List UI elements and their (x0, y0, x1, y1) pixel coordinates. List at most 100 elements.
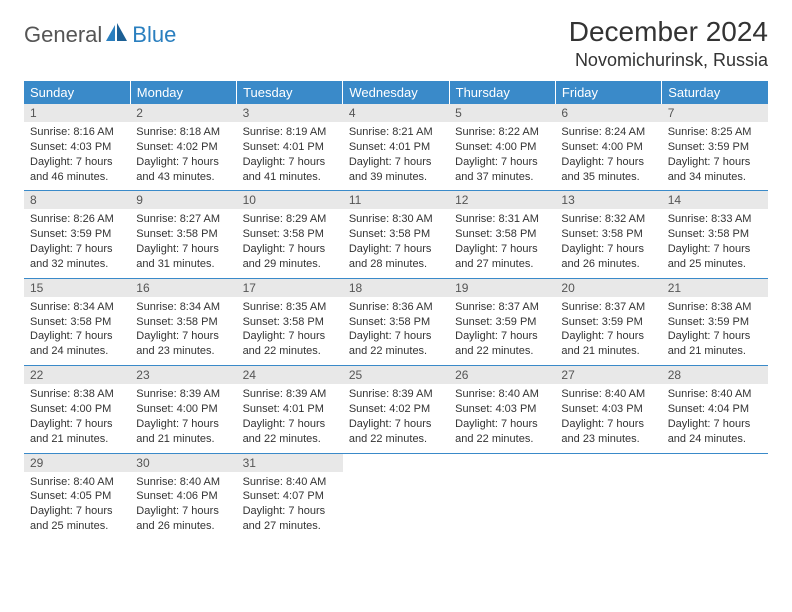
sunset-text: Sunset: 3:58 PM (30, 315, 124, 330)
calendar-week-row: 1Sunrise: 8:16 AMSunset: 4:03 PMDaylight… (24, 104, 768, 191)
sunset-text: Sunset: 4:03 PM (561, 402, 655, 417)
sunset-text: Sunset: 4:01 PM (243, 140, 337, 155)
day-number: 27 (555, 366, 661, 384)
daylight-text: Daylight: 7 hours and 39 minutes. (349, 155, 443, 185)
sunrise-text: Sunrise: 8:40 AM (243, 475, 337, 490)
sunrise-text: Sunrise: 8:26 AM (30, 212, 124, 227)
sunset-text: Sunset: 4:03 PM (30, 140, 124, 155)
sunset-text: Sunset: 4:01 PM (349, 140, 443, 155)
calendar-day-cell: 13 Sunrise: 8:32 AMSunset: 3:58 PMDayligh… (555, 191, 661, 278)
daylight-text: Daylight: 7 hours and 28 minutes. (349, 242, 443, 272)
weekday-header: Friday (555, 81, 661, 104)
sunset-text: Sunset: 3:58 PM (243, 227, 337, 242)
calendar-day-cell: 7Sunrise: 8:25 AMSunset: 3:59 PMDaylight… (662, 104, 768, 191)
title-block: December 2024 Novomichurinsk, Russia (569, 16, 768, 71)
weekday-header: Wednesday (343, 81, 449, 104)
sunset-text: Sunset: 4:00 PM (455, 140, 549, 155)
sunset-text: Sunset: 4:06 PM (136, 489, 230, 504)
sunrise-text: Sunrise: 8:21 AM (349, 125, 443, 140)
sunset-text: Sunset: 4:03 PM (455, 402, 549, 417)
daylight-text: Daylight: 7 hours and 26 minutes. (136, 504, 230, 534)
calendar-day-cell (449, 453, 555, 540)
calendar-day-cell: 3Sunrise: 8:19 AMSunset: 4:01 PMDaylight… (237, 104, 343, 191)
sunrise-text: Sunrise: 8:34 AM (136, 300, 230, 315)
sunrise-text: Sunrise: 8:16 AM (30, 125, 124, 140)
day-info: Sunrise: 8:22 AMSunset: 4:00 PMDaylight:… (455, 125, 549, 184)
sunset-text: Sunset: 4:02 PM (136, 140, 230, 155)
calendar-day-cell: 6Sunrise: 8:24 AMSunset: 4:00 PMDaylight… (555, 104, 661, 191)
sunset-text: Sunset: 4:02 PM (349, 402, 443, 417)
daylight-text: Daylight: 7 hours and 41 minutes. (243, 155, 337, 185)
day-number: 24 (237, 366, 343, 384)
day-number: 4 (343, 104, 449, 122)
day-info: Sunrise: 8:39 AMSunset: 4:02 PMDaylight:… (349, 387, 443, 446)
sunrise-text: Sunrise: 8:34 AM (30, 300, 124, 315)
daylight-text: Daylight: 7 hours and 21 minutes. (30, 417, 124, 447)
sunrise-text: Sunrise: 8:37 AM (561, 300, 655, 315)
day-info: Sunrise: 8:19 AMSunset: 4:01 PMDaylight:… (243, 125, 337, 184)
daylight-text: Daylight: 7 hours and 34 minutes. (668, 155, 762, 185)
day-number: 8 (24, 191, 130, 209)
calendar-day-cell: 21Sunrise: 8:38 AMSunset: 3:59 PMDayligh… (662, 278, 768, 365)
day-info: Sunrise: 8:33 AMSunset: 3:58 PMDaylight:… (668, 212, 762, 271)
calendar-day-cell: 14Sunrise: 8:33 AMSunset: 3:58 PMDayligh… (662, 191, 768, 278)
sunset-text: Sunset: 3:58 PM (349, 227, 443, 242)
day-info: Sunrise: 8:32 AMSunset: 3:58 PMDaylight:… (561, 212, 655, 271)
weekday-header: Thursday (449, 81, 555, 104)
sunset-text: Sunset: 3:59 PM (455, 315, 549, 330)
logo-text-blue: Blue (132, 22, 176, 48)
daylight-text: Daylight: 7 hours and 21 minutes. (136, 417, 230, 447)
day-info: Sunrise: 8:27 AMSunset: 3:58 PMDaylight:… (136, 212, 230, 271)
sunrise-text: Sunrise: 8:30 AM (349, 212, 443, 227)
sunset-text: Sunset: 3:59 PM (561, 315, 655, 330)
day-info: Sunrise: 8:18 AMSunset: 4:02 PMDaylight:… (136, 125, 230, 184)
daylight-text: Daylight: 7 hours and 23 minutes. (561, 417, 655, 447)
calendar-table: Sunday Monday Tuesday Wednesday Thursday… (24, 81, 768, 540)
sunset-text: Sunset: 4:00 PM (30, 402, 124, 417)
calendar-week-row: 29Sunrise: 8:40 AMSunset: 4:05 PMDayligh… (24, 453, 768, 540)
day-number: 17 (237, 279, 343, 297)
day-info: Sunrise: 8:40 AMSunset: 4:03 PMDaylight:… (561, 387, 655, 446)
sunset-text: Sunset: 3:59 PM (668, 140, 762, 155)
calendar-day-cell (343, 453, 449, 540)
day-info: Sunrise: 8:36 AMSunset: 3:58 PMDaylight:… (349, 300, 443, 359)
day-info: Sunrise: 8:40 AMSunset: 4:04 PMDaylight:… (668, 387, 762, 446)
day-number: 13 (555, 191, 661, 209)
calendar-day-cell: 15Sunrise: 8:34 AMSunset: 3:58 PMDayligh… (24, 278, 130, 365)
calendar-day-cell: 22Sunrise: 8:38 AMSunset: 4:00 PMDayligh… (24, 366, 130, 453)
day-info: Sunrise: 8:38 AMSunset: 4:00 PMDaylight:… (30, 387, 124, 446)
sunset-text: Sunset: 3:59 PM (668, 315, 762, 330)
daylight-text: Daylight: 7 hours and 27 minutes. (455, 242, 549, 272)
logo-text-general: General (24, 22, 102, 48)
page-title: December 2024 (569, 16, 768, 48)
day-number: 31 (237, 454, 343, 472)
calendar-day-cell: 9 Sunrise: 8:27 AMSunset: 3:58 PMDaylight… (130, 191, 236, 278)
calendar-day-cell: 12Sunrise: 8:31 AMSunset: 3:58 PMDayligh… (449, 191, 555, 278)
day-number: 30 (130, 454, 236, 472)
sunset-text: Sunset: 3:58 PM (136, 227, 230, 242)
calendar-day-cell: 26Sunrise: 8:40 AMSunset: 4:03 PMDayligh… (449, 366, 555, 453)
day-info: Sunrise: 8:40 AMSunset: 4:06 PMDaylight:… (136, 475, 230, 534)
calendar-day-cell: 11Sunrise: 8:30 AMSunset: 3:58 PMDayligh… (343, 191, 449, 278)
daylight-text: Daylight: 7 hours and 25 minutes. (668, 242, 762, 272)
sunset-text: Sunset: 3:59 PM (30, 227, 124, 242)
sunset-text: Sunset: 3:58 PM (349, 315, 443, 330)
day-info: Sunrise: 8:40 AMSunset: 4:07 PMDaylight:… (243, 475, 337, 534)
weekday-header: Tuesday (237, 81, 343, 104)
daylight-text: Daylight: 7 hours and 21 minutes. (668, 329, 762, 359)
day-number: 20 (555, 279, 661, 297)
daylight-text: Daylight: 7 hours and 37 minutes. (455, 155, 549, 185)
logo: General Blue (24, 22, 176, 48)
sunrise-text: Sunrise: 8:37 AM (455, 300, 549, 315)
day-number: 29 (24, 454, 130, 472)
sunrise-text: Sunrise: 8:35 AM (243, 300, 337, 315)
header: General Blue December 2024 Novomichurins… (24, 16, 768, 71)
day-info: Sunrise: 8:25 AMSunset: 3:59 PMDaylight:… (668, 125, 762, 184)
calendar-day-cell: 20 Sunrise: 8:37 AMSunset: 3:59 PMDayligh… (555, 278, 661, 365)
calendar-day-cell: 2Sunrise: 8:18 AMSunset: 4:02 PMDaylight… (130, 104, 236, 191)
daylight-text: Daylight: 7 hours and 21 minutes. (561, 329, 655, 359)
sunset-text: Sunset: 4:00 PM (561, 140, 655, 155)
day-info: Sunrise: 8:30 AMSunset: 3:58 PMDaylight:… (349, 212, 443, 271)
day-info: Sunrise: 8:26 AMSunset: 3:59 PMDaylight:… (30, 212, 124, 271)
day-number: 9 (130, 191, 236, 209)
